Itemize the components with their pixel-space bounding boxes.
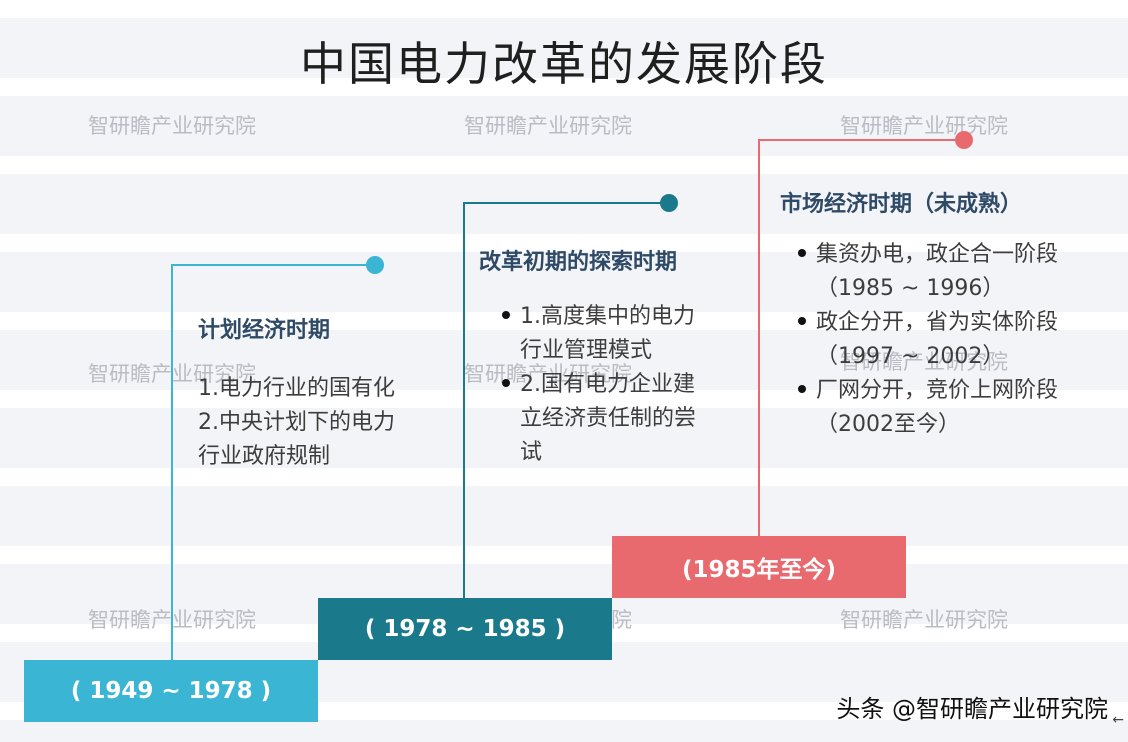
stage2-item: 1.高度集中的电力行业管理模式: [500, 300, 710, 368]
stage1-period-box: ( 1949 ~ 1978 ): [24, 660, 318, 722]
stage3-marker-dot: [955, 131, 973, 149]
stage3-item-list: 集资办电，政企合一阶段（1985 ~ 1996） 政企分开，省为实体阶段（199…: [796, 238, 1092, 442]
watermark-text: 智研瞻产业研究院: [464, 114, 632, 138]
stage1-marker-dot: [366, 256, 384, 274]
stage1-item-list: 1.电力行业的国有化 2.中央计划下的电力行业政府规制: [198, 372, 416, 474]
stage3-item: 厂网分开，竞价上网阶段（2002至今）: [796, 374, 1092, 442]
source-attribution: 头条 @智研瞻产业研究院: [836, 695, 1108, 723]
stage3-horizontal-line: [758, 139, 963, 141]
stage3-period-box: (1985年至今): [612, 536, 906, 598]
stage3-item: 政企分开，省为实体阶段（1997 ~ 2002）: [796, 306, 1092, 374]
watermark-text: 智研瞻产业研究院: [840, 608, 1008, 632]
back-arrow-icon[interactable]: ←: [1112, 712, 1124, 728]
watermark-text: 智研瞻产业研究院: [840, 350, 1008, 374]
page-title: 中国电力改革的发展阶段: [300, 37, 828, 91]
stage2-heading: 改革初期的探索时期: [479, 250, 678, 275]
stage2-item: 2.国有电力企业建立经济责任制的尝试: [500, 368, 710, 470]
watermark-text: 智研瞻产业研究院: [464, 362, 632, 386]
stage1-horizontal-line: [171, 264, 375, 266]
stage2-period-box: ( 1978 ~ 1985 ): [318, 598, 612, 660]
stage1-item: 2.中央计划下的电力行业政府规制: [198, 410, 395, 469]
stage3-vertical-line: [758, 139, 760, 537]
stage2-horizontal-line: [463, 202, 668, 204]
stage1-heading: 计划经济时期: [198, 318, 331, 343]
watermark-text: 智研瞻产业研究院: [88, 114, 256, 138]
watermark-text: 智研瞻产业研究院: [840, 114, 1008, 138]
stage1-vertical-line: [171, 264, 173, 662]
stage3-heading: 市场经济时期（未成熟）: [780, 192, 1023, 217]
stage3-item: 集资办电，政企合一阶段（1985 ~ 1996）: [796, 238, 1092, 306]
stage2-vertical-line: [463, 202, 465, 600]
stage1-item: 1.电力行业的国有化: [198, 376, 395, 401]
stage2-marker-dot: [660, 194, 678, 212]
stage2-item-list: 1.高度集中的电力行业管理模式 2.国有电力企业建立经济责任制的尝试: [500, 300, 710, 470]
